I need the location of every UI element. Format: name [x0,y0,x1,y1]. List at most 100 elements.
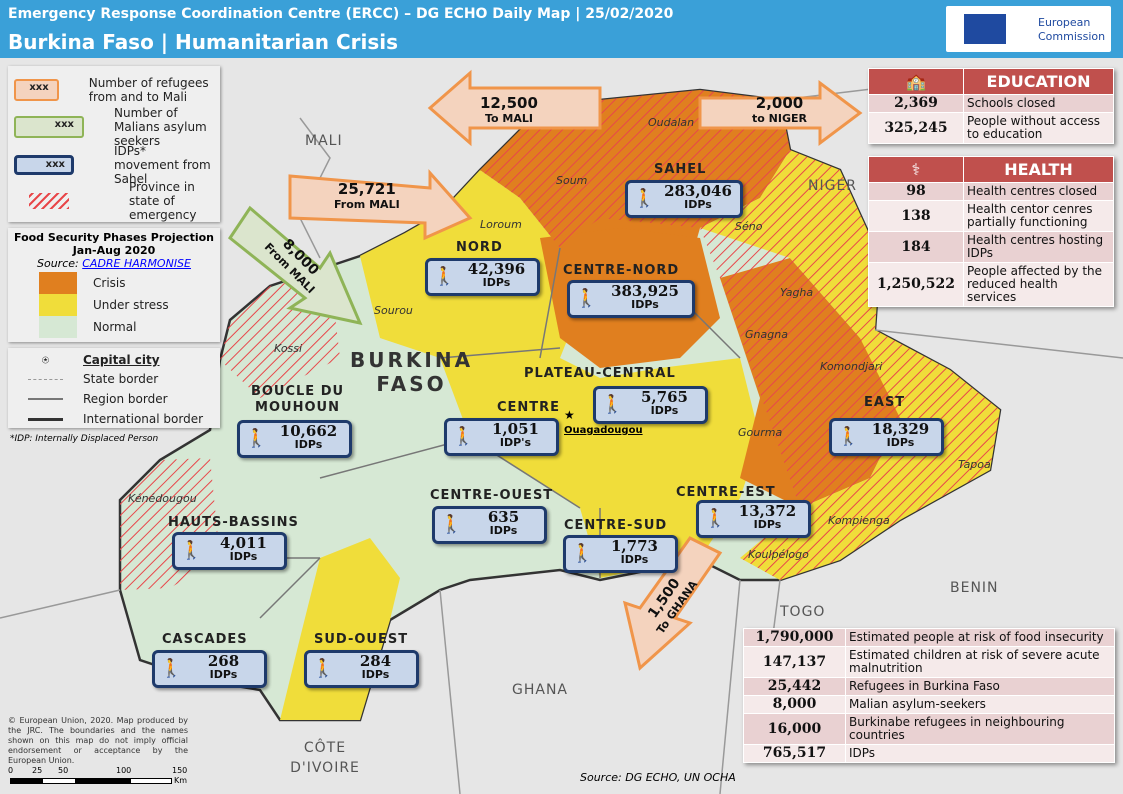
legend-label: Number of refugees from and to Mali [88,76,209,104]
row-value: 8,000 [743,695,846,714]
table-row: 765,517 IDPs [743,744,1115,763]
person-walking-icon: 🚶 [180,540,203,561]
legend-label: Capital city [83,353,160,367]
idp-box: 🚶 13,372 IDPs [696,500,811,538]
emergency-hatch-north [480,90,1000,580]
region-label: SUD-OUEST [314,632,409,647]
row-label: Estimated people at risk of food insecur… [845,628,1115,647]
header-title: Emergency Response Coordination Centre (… [8,6,674,22]
legend-row: xxx Number of refugees from and to Mali [14,72,214,108]
row-value: 25,442 [743,677,846,696]
cadre-harmonise-link[interactable]: CADRE HARMONISE [82,257,191,270]
education-title: EDUCATION [963,68,1114,95]
health-icon: ⚕ [868,156,964,183]
row-value: 1,790,000 [743,628,846,647]
idp-label: IDPs [489,524,518,537]
arrow-direction: to [752,112,765,125]
capital-star-icon: ★ [564,408,575,422]
idp-box: 🚶 1,051 IDP's [444,418,559,456]
idp-label: IDPs [886,436,915,449]
region-label: CENTRE-NORD [563,263,680,278]
phase-swatch [39,316,77,338]
row-value: 98 [868,182,964,201]
arrow-label-from-mali: 25,721 From MALI [334,182,400,212]
legend-title: Food Security Phases Projection [14,231,214,244]
country-label: TOGO [780,604,826,620]
person-walking-icon: 🚶 [571,543,594,564]
idp-count: 383,925 [611,282,679,300]
idp-box: 🚶 42,396 IDPs [425,258,540,296]
province-label: Kompienga [828,514,890,527]
idp-count: 635 [487,508,520,526]
idp-count: 284 [359,652,392,670]
region-label: SAHEL [654,162,707,177]
phase-label: Normal [93,320,137,334]
idp-label: IDPs [229,550,258,563]
row-label: People without access to education [963,112,1114,144]
idp-box: 🚶 5,765 IDPs [593,386,708,424]
education-table: 🏫 EDUCATION 2,369 Schools closed 325,245 Peo… [868,68,1114,144]
arrow-place: MALI [502,112,533,125]
idp-box: 🚶 10,662 IDPs [237,420,352,458]
european-commission-logo: European Commission [946,6,1111,52]
idp-label: IDPs [684,198,712,211]
row-value: 325,245 [868,112,964,144]
phase-row: Under stress [39,294,217,316]
legend-row: xxx IDPs* movement from Sahel [14,144,214,186]
legend-symbols: xxx Number of refugees from and to Mali x… [8,66,220,222]
phase-swatch [39,294,77,316]
row-label: People affected by the reduced health se… [963,262,1114,307]
copyright: © European Union, 2020. Map produced by … [8,716,188,765]
arrow-from-mali-8000 [227,205,363,326]
idp-box: 🚶 1,773 IDPs [563,535,678,573]
idp-box: 🚶 18,329 IDPs [829,418,944,456]
capital-label: Ouagadougou [564,425,643,436]
health-table: ⚕ HEALTH 98 Health centres closed 138 Health… [868,156,1114,307]
region-label: NORD [456,240,503,255]
table-row: 8,000 Malian asylum-seekers [743,695,1115,714]
arrow-label-to-mali: 12,500 To MALI [480,96,538,126]
legend-label: State border [83,372,159,386]
arrow-label-to-niger: 2,000 to NIGER [752,96,807,126]
row-label: Malian asylum-seekers [845,695,1115,714]
capital-icon: ⍟ [41,353,50,367]
idp-count: 13,372 [738,502,797,520]
province-label: Tapoa [958,458,991,471]
map[interactable]: MALI NIGER BENIN TOGO GHANA CÔTE D'IVOIR… [0,58,1123,794]
legend-food-security: Food Security Phases Projection Jan-Aug … [8,228,220,342]
row-label: Health centres closed [963,182,1114,201]
idp-count: 283,046 [664,182,732,200]
state-border-icon [28,378,63,380]
row-label: Refugees in Burkina Faso [845,677,1115,696]
province-label: Loroum [480,218,522,231]
country-label: BENIN [950,580,999,596]
region-label: CENTRE-OUEST [430,488,554,503]
table-row: 16,000 Burkinabe refugees in neighbouring… [743,713,1115,745]
row-label: Health centor cenres partially functioni… [963,200,1114,232]
person-walking-icon: 🚶 [837,426,860,447]
region-label: CENTRE-EST [676,485,776,500]
province-label: Kossi [274,342,303,355]
map-shapes [0,69,1123,794]
person-walking-icon: 🚶 [452,426,475,447]
row-value: 184 [868,231,964,263]
legend-row: xxx Number of Malians asylum seekers [14,106,214,148]
table-row: 25,442 Refugees in Burkina Faso [743,677,1115,696]
page-title: Burkina Faso | Humanitarian Crisis [8,30,398,54]
region-label: PLATEAU-CENTRAL [524,366,676,381]
scale-tick: 50 [58,766,69,775]
source-label: Source: [37,257,79,270]
emergency-hatch-west [120,273,340,590]
emergency-hatch-icon [29,193,69,209]
table-row: 1,790,000 Estimated people at risk of foo… [743,628,1115,647]
arrow-to-niger [698,80,863,146]
person-walking-icon: 🚶 [704,508,727,529]
arrow-value: 2,000 [755,94,804,112]
region-border-icon [28,398,63,400]
province-label: Soum [556,174,588,187]
scale-ticks: 0 25 50 100 150 [8,766,188,778]
idp-box: 🚶 383,925 IDPs [567,280,695,318]
arrow-value: 12,500 [480,94,538,112]
arrow-place: NIGER [768,112,807,125]
idp-count: 1,773 [611,537,658,555]
